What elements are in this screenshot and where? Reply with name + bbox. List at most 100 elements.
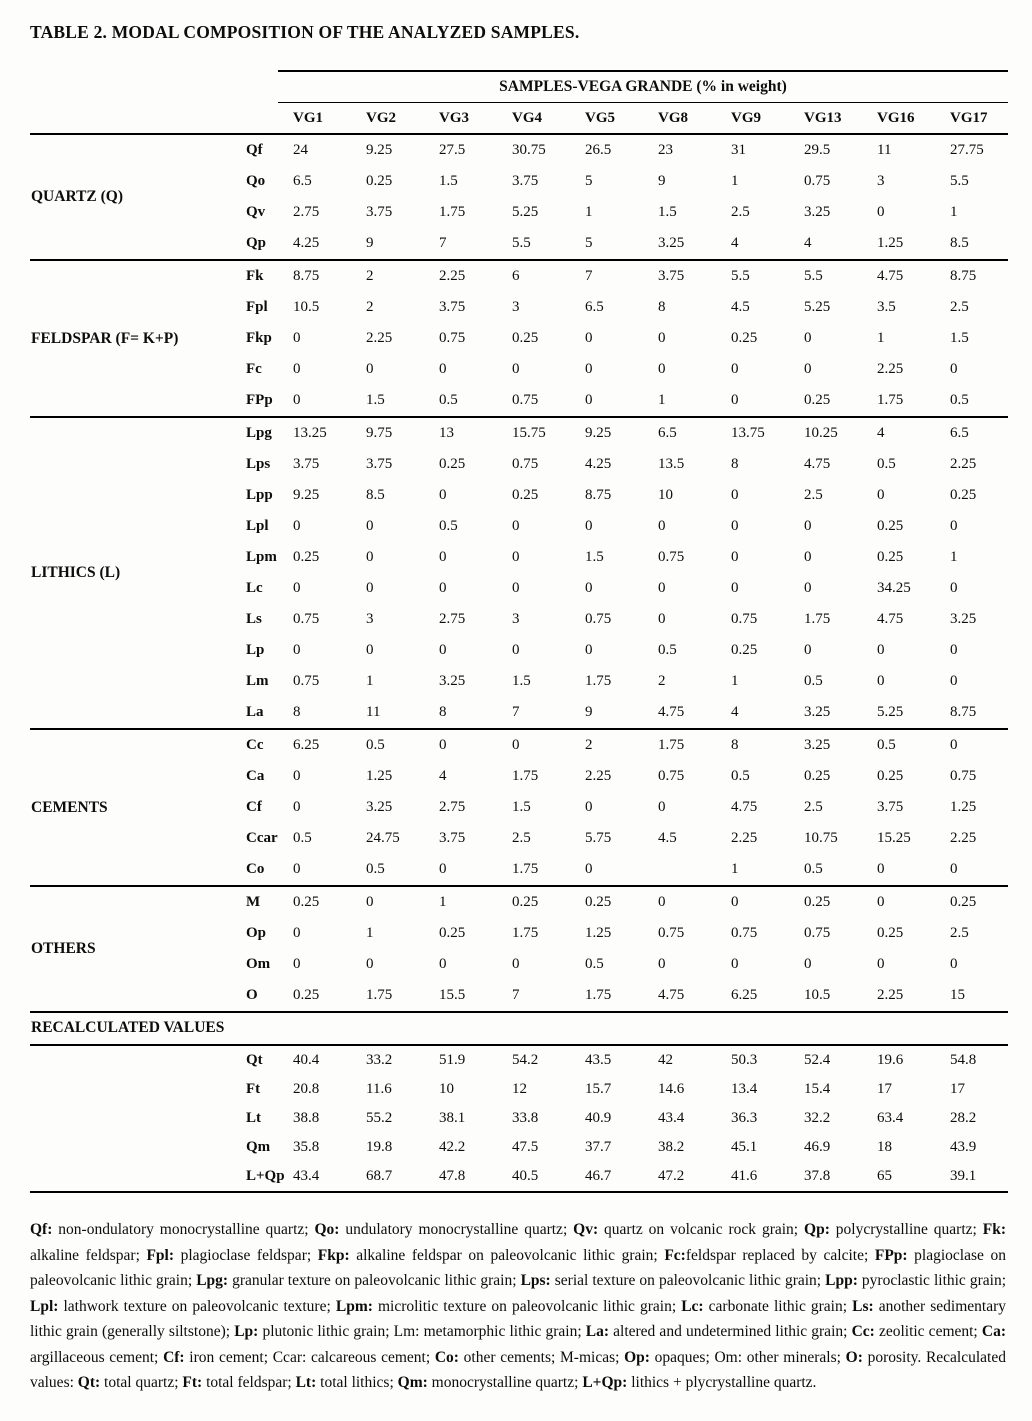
data-cell: 0 [293, 330, 301, 346]
data-cell: 0 [366, 894, 374, 910]
data-cell: 2.25 [877, 987, 904, 1003]
data-cell: 13.75 [731, 425, 765, 441]
column-header-vg17: VG17 [950, 109, 988, 126]
row-abbr-la: La [246, 704, 264, 720]
data-cell: 10.5 [804, 987, 831, 1003]
footnote-abbr: Lpp: [825, 1272, 858, 1289]
table-row-lp: Lp 0 0 0 0 0 0.5 0.25 0 0 0 [218, 635, 1008, 666]
data-cell: 0 [804, 642, 812, 658]
data-cell: 3.25 [950, 611, 977, 627]
data-cell: 10 [439, 1081, 454, 1097]
data-cell: 15.75 [512, 425, 546, 441]
data-cell: 65 [877, 1168, 892, 1184]
data-cell: 46.7 [585, 1168, 612, 1184]
data-cell: 15.5 [439, 987, 466, 1003]
data-cell: 0.5 [366, 737, 385, 753]
table-body: QUARTZ (Q) Qf 24 9.25 27.5 30.75 26.5 23 31 29.5 1… [30, 135, 1008, 1013]
data-cell: 3.25 [658, 235, 685, 251]
table-row-ft: Ft 20.8 11.6 10 12 15.7 14.6 13.4 15.4 17 17 [218, 1075, 1008, 1104]
data-cell: 8 [439, 704, 447, 720]
data-cell: 0 [293, 925, 301, 941]
section-feldspar-f-k-p: FELDSPAR (F= K+P) Fk 8.75 2 2.25 6 7 3.75 5.5 5.5… [30, 261, 1008, 418]
data-cell: 0.25 [877, 518, 904, 534]
data-cell: 0.5 [439, 518, 458, 534]
data-cell: 0.25 [804, 894, 831, 910]
data-cell: 2.25 [366, 330, 393, 346]
column-header-vg2: VG2 [366, 109, 396, 126]
data-cell: 3.75 [439, 830, 466, 846]
table-row-fpp: FPp 0 1.5 0.5 0.75 0 1 0 0.25 1.75 0.5 [218, 385, 1008, 416]
data-cell: 8.5 [366, 487, 385, 503]
data-cell: 6.5 [293, 173, 312, 189]
table-row-ca: Ca 0 1.25 4 1.75 2.25 0.75 0.5 0.25 0.25 0.75 [218, 761, 1008, 792]
data-cell: 0.75 [585, 611, 612, 627]
data-cell: 20.8 [293, 1081, 320, 1097]
data-cell: 8 [658, 299, 666, 315]
data-cell: 13.4 [731, 1081, 758, 1097]
data-cell: 0 [585, 642, 593, 658]
column-header-vg5: VG5 [585, 109, 615, 126]
table-row-cc: Cc 6.25 0.5 0 0 2 1.75 8 3.25 0.5 0 [218, 730, 1008, 761]
data-cell: 10 [658, 487, 673, 503]
data-cell: 2.25 [439, 268, 466, 284]
data-cell: 12 [512, 1081, 527, 1097]
data-cell: 55.2 [366, 1110, 393, 1126]
data-cell: 0.75 [731, 611, 758, 627]
data-cell: 0.25 [439, 925, 466, 941]
data-cell: 0.25 [950, 894, 977, 910]
data-cell: 0 [293, 361, 301, 377]
row-abbr-co: Co [246, 861, 265, 877]
row-abbr-qv: Qv [246, 204, 266, 220]
data-cell: 9 [658, 173, 666, 189]
data-cell: 0 [512, 642, 520, 658]
data-cell: 37.7 [585, 1139, 612, 1155]
footnote-abbr: La: [585, 1323, 610, 1340]
data-cell: 1.5 [585, 549, 604, 565]
table-row-qt: Qt 40.4 33.2 51.9 54.2 43.5 42 50.3 52.4 19.6 54.8 [218, 1046, 1008, 1075]
row-abbr-lpl: Lpl [246, 518, 269, 534]
data-cell: 5 [585, 173, 593, 189]
footnote-abbr: Op: [624, 1348, 650, 1366]
data-cell: 6.5 [658, 425, 677, 441]
data-cell: 4 [731, 235, 739, 251]
row-abbr-m: M [246, 894, 261, 910]
data-cell: 43.9 [950, 1139, 977, 1155]
data-cell: 0 [439, 737, 447, 753]
data-cell: 0.25 [293, 549, 320, 565]
data-cell: 0 [877, 673, 885, 689]
data-cell: 40.5 [512, 1168, 539, 1184]
data-cell: 2.5 [804, 799, 823, 815]
data-cell: 1.75 [877, 392, 904, 408]
data-cell: 0 [731, 392, 739, 408]
table-row-cf: Cf 0 3.25 2.75 1.5 0 0 4.75 2.5 3.75 1.25 [218, 792, 1008, 823]
data-cell: 4 [439, 768, 447, 784]
table-row-om: Om 0 0 0 0 0.5 0 0 0 0 0 [218, 949, 1008, 980]
data-cell: 1 [731, 173, 739, 189]
footnote-abbr: Lc: [681, 1297, 704, 1315]
data-cell: 0 [293, 392, 301, 408]
data-cell: 0 [877, 894, 885, 910]
footnote-abbr: Lt: [295, 1374, 317, 1391]
data-cell: 27.75 [950, 142, 984, 158]
data-cell: 1.75 [512, 861, 539, 877]
data-cell: 8.75 [585, 487, 612, 503]
footnote-text: opaques; Om: other minerals; [649, 1348, 846, 1366]
data-cell: 8.75 [293, 268, 320, 284]
data-cell: 0 [877, 861, 885, 877]
row-abbr-fc: Fc [246, 361, 262, 377]
column-header-row: VG1 VG2 VG3 VG4 VG5 VG8 VG9 VG13 VG16 VG17 [278, 103, 1008, 133]
table-row-qv: Qv 2.75 3.75 1.75 5.25 1 1.5 2.5 3.25 0 1 [218, 197, 1008, 228]
column-header-vg1: VG1 [293, 109, 323, 126]
data-cell: 0 [293, 768, 301, 784]
row-abbr-qo: Qo [246, 173, 266, 189]
footnote-abbr: Cc: [851, 1323, 875, 1340]
column-header-vg9: VG9 [731, 109, 761, 126]
data-cell: 0 [512, 549, 520, 565]
footnote-text: undulatory monocrystalline quartz; [339, 1221, 574, 1238]
data-cell: 4.75 [658, 704, 685, 720]
data-cell: 1.75 [585, 987, 612, 1003]
row-abbr-fpl: Fpl [246, 299, 268, 315]
footnote-abbr: Fc: [664, 1246, 686, 1264]
data-cell: 0.5 [439, 392, 458, 408]
table-row-fk: Fk 8.75 2 2.25 6 7 3.75 5.5 5.5 4.75 8.75 [218, 261, 1008, 292]
